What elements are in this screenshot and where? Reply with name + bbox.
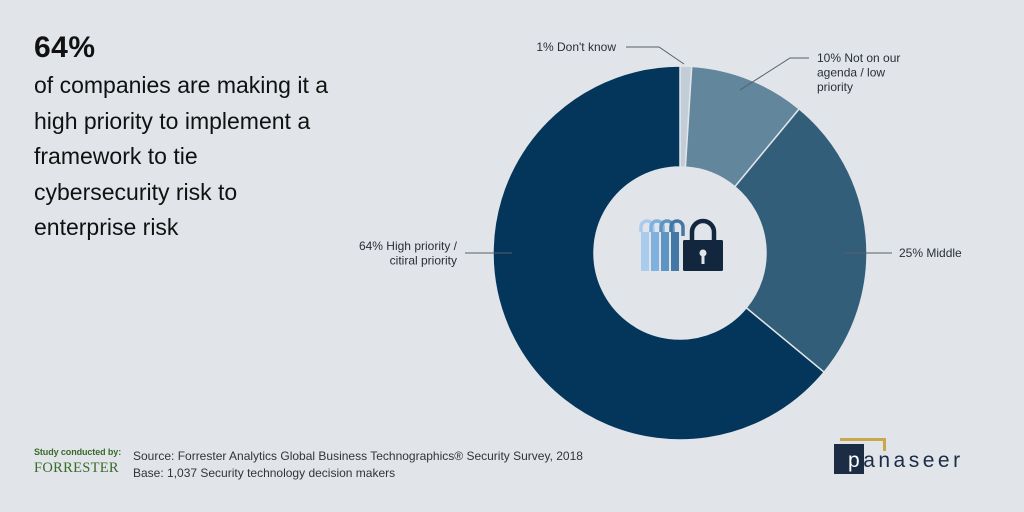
forrester-logo: FORRESTER [34, 460, 119, 476]
padlock-icon [639, 218, 723, 271]
chart-slices [492, 65, 868, 441]
slice-label-1: 10% Not on our agenda / low priority [817, 51, 900, 94]
chart-labels: 1% Don't know 10% Not on our agenda / low p… [359, 40, 962, 268]
study-credit: Study conducted by: FORRESTER [34, 447, 128, 477]
headline-text: of companies are making it a high priori… [34, 72, 329, 241]
donut-slice-3 [492, 65, 826, 441]
source-note: Source: Forrester Analytics Global Busin… [133, 448, 583, 482]
study-label: Study conducted by: [34, 447, 122, 457]
logo-box [834, 444, 864, 474]
brand-name-initial: p [848, 449, 864, 472]
chart-leader-lines [465, 46, 892, 254]
panaseer-logo: panaseer [834, 434, 994, 482]
logo-accent-side [883, 438, 886, 451]
leader-line-0 [626, 46, 685, 65]
slice-label-3: 64% High priority / citiral priority [359, 239, 458, 268]
slice-label-2: 25% Middle [899, 246, 962, 260]
brand-name: panaseer [848, 449, 964, 473]
source-text: Source: Forrester Analytics Global Busin… [133, 449, 583, 463]
logo-accent-top [840, 438, 886, 441]
leader-line-1 [739, 57, 809, 91]
headline: 64% of companies are making it a high pr… [34, 30, 334, 246]
slice-label-0: 1% Don't know [536, 40, 616, 54]
headline-stat: 64% [34, 31, 96, 64]
donut-slice-2 [733, 107, 868, 374]
brand-name-rest: anaseer [863, 449, 964, 472]
base-text: Base: 1,037 Security technology decision… [133, 466, 396, 480]
